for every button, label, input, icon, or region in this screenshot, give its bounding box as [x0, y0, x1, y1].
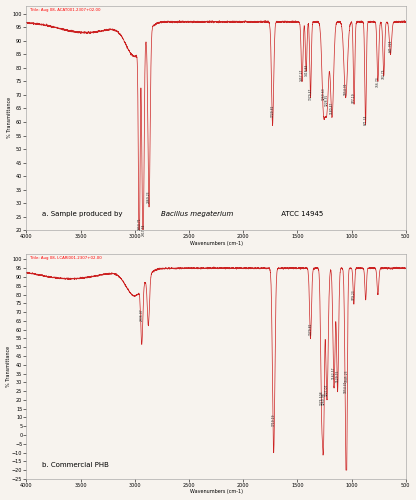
Text: 1162.57: 1162.57: [332, 366, 336, 379]
Text: 1379.47: 1379.47: [309, 88, 312, 101]
Text: 756.73: 756.73: [376, 76, 380, 87]
Text: 871.34: 871.34: [364, 114, 368, 124]
Text: 1227.07: 1227.07: [325, 384, 329, 396]
Text: 2936.07: 2936.07: [140, 308, 144, 321]
Text: Title: Aug 08, LCARI001.2307+02.00: Title: Aug 08, LCARI001.2307+02.00: [30, 256, 102, 260]
Text: 1729.82: 1729.82: [270, 104, 275, 117]
Text: 1260.98: 1260.98: [322, 392, 325, 405]
Text: 1275.508: 1275.508: [320, 390, 324, 405]
Text: 1260.63: 1260.63: [321, 88, 325, 101]
Text: 977.19: 977.19: [352, 92, 356, 103]
Y-axis label: % Transmittance: % Transmittance: [7, 98, 12, 138]
Text: 641.324: 641.324: [389, 39, 392, 52]
Text: ATCC 14945: ATCC 14945: [279, 211, 323, 217]
Text: 1180.47: 1180.47: [330, 102, 334, 114]
Text: 1045.23: 1045.23: [345, 370, 349, 382]
Text: 2917.74: 2917.74: [142, 224, 146, 235]
Text: 2950.71: 2950.71: [138, 218, 142, 230]
Text: 979.23: 979.23: [352, 289, 356, 300]
Text: 1719.19: 1719.19: [272, 414, 276, 426]
Text: 1228.35: 1228.35: [325, 94, 329, 106]
Text: a. Sample produced by: a. Sample produced by: [42, 211, 124, 217]
Text: Title: Aug 08, ACAT001.2307+02.00: Title: Aug 08, ACAT001.2307+02.00: [30, 8, 101, 12]
Text: Bacillus megaterium: Bacillus megaterium: [161, 210, 233, 217]
Text: b. Commercial PHB: b. Commercial PHB: [42, 462, 109, 468]
Text: 1129.75: 1129.75: [335, 370, 339, 382]
Text: 1054.31: 1054.31: [344, 82, 348, 95]
X-axis label: Wavenumbers (cm-1): Wavenumbers (cm-1): [190, 490, 243, 494]
Text: 702.75: 702.75: [382, 68, 386, 78]
Text: 1457.27: 1457.27: [300, 69, 304, 82]
Text: 2869.23: 2869.23: [147, 190, 151, 203]
Y-axis label: % Transmittance: % Transmittance: [5, 346, 10, 387]
Text: 1379.82: 1379.82: [308, 322, 312, 335]
X-axis label: Wavenumbers (cm-1): Wavenumbers (cm-1): [190, 241, 243, 246]
Text: 1054.41: 1054.41: [344, 380, 348, 393]
Text: 1418.83: 1418.83: [304, 64, 308, 76]
